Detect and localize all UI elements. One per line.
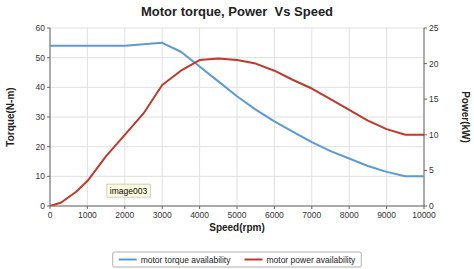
y-tick	[47, 176, 50, 177]
grid	[50, 28, 424, 206]
y2-tick-label: 20	[429, 59, 439, 69]
y2-axis-line	[424, 28, 425, 206]
y-tick-label: 20	[36, 142, 46, 152]
legend-swatch	[244, 259, 262, 261]
annotation-text: image003	[110, 186, 148, 196]
y-tick	[47, 28, 50, 29]
y2-tick	[424, 28, 427, 29]
x-tick-label: 1000	[78, 210, 97, 220]
y-tick	[47, 87, 50, 88]
annotation: image003	[107, 184, 150, 197]
legend-label: motor torque availability	[141, 255, 232, 265]
y-tick	[47, 117, 50, 118]
legend-label: motor power availability	[266, 255, 356, 265]
annotation-box	[107, 184, 150, 197]
y-tick-label: 10	[36, 171, 46, 181]
x-tick	[349, 206, 350, 209]
y2-tick	[424, 99, 427, 100]
axes: 0100020003000400050006000700080009000100…	[36, 23, 439, 220]
x-tick	[162, 206, 163, 209]
x-tick-label: 8000	[340, 210, 359, 220]
y2-tick	[424, 170, 427, 171]
title: Motor torque, Power Vs Speed	[141, 4, 333, 19]
y2-tick	[424, 206, 427, 207]
y2-tick-label: 0	[429, 201, 434, 211]
grid-line	[50, 28, 424, 29]
y-tick	[47, 146, 50, 147]
grid-line	[50, 117, 424, 118]
x-tick	[87, 206, 88, 209]
x-tick-label: 6000	[265, 210, 284, 220]
legend-swatch	[119, 259, 137, 261]
y2-axis-label: Power(kW)	[460, 91, 471, 143]
x-tick-label: 7000	[302, 210, 321, 220]
x-tick-label: 5000	[228, 210, 247, 220]
y-tick-label: 60	[36, 23, 46, 33]
y2-tick	[424, 134, 427, 135]
y-tick-label: 40	[36, 82, 46, 92]
y-axis-label: Torque(N-m)	[5, 87, 16, 146]
y-tick-label: 50	[36, 53, 46, 63]
legend: motor torque availability motor power ava…	[113, 252, 362, 267]
grid-line	[50, 176, 424, 177]
series-line	[50, 59, 424, 206]
x-tick	[386, 206, 387, 209]
x-tick-label: 10000	[412, 210, 436, 220]
series-group	[50, 43, 424, 206]
grid-line	[50, 57, 424, 58]
legend-box	[113, 252, 362, 267]
x-tick-label: 0	[48, 210, 53, 220]
x-axis-label: Speed(rpm)	[209, 222, 265, 233]
x-tick-label: 9000	[377, 210, 396, 220]
x-tick	[199, 206, 200, 209]
x-tick	[311, 206, 312, 209]
y-tick	[47, 206, 50, 207]
y2-tick	[424, 63, 427, 64]
x-tick-label: 2000	[115, 210, 134, 220]
y2-tick-label: 5	[429, 165, 434, 175]
x-tick	[124, 206, 125, 209]
x-tick-label: 3000	[153, 210, 172, 220]
y-tick-label: 0	[40, 201, 45, 211]
grid-line	[50, 87, 424, 88]
y2-tick-label: 10	[429, 130, 439, 140]
y-tick-label: 30	[36, 112, 46, 122]
grid-line	[424, 28, 425, 206]
chart: Motor torque, Power Vs Speed010002000300…	[0, 0, 474, 269]
y2-tick-label: 15	[429, 94, 439, 104]
y-tick	[47, 57, 50, 58]
x-tick	[274, 206, 275, 209]
x-tick	[237, 206, 238, 209]
grid-line	[50, 146, 424, 147]
x-tick-label: 4000	[190, 210, 209, 220]
y2-tick-label: 25	[429, 23, 439, 33]
